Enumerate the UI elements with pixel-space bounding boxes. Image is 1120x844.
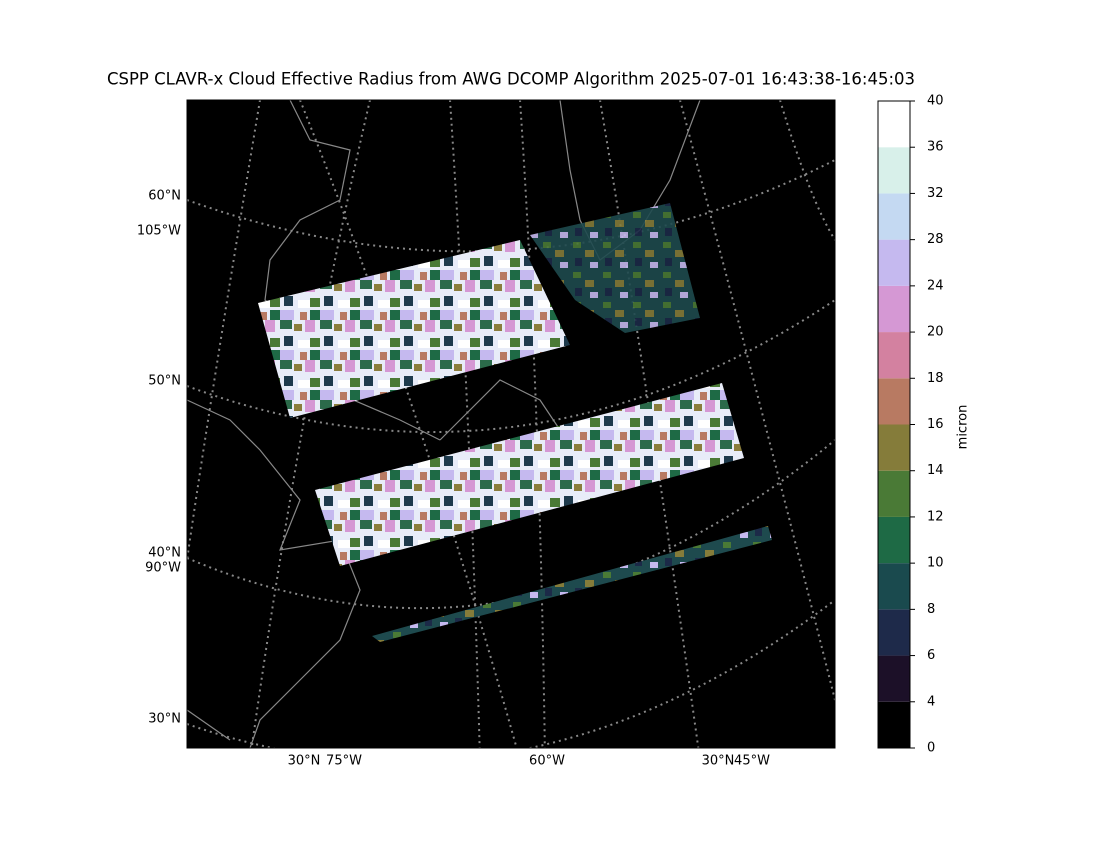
title: CSPP CLAVR-x Cloud Effective Radius from… bbox=[107, 70, 915, 89]
swath bbox=[315, 383, 744, 566]
map-label: 30°N bbox=[148, 712, 181, 727]
map-label: 60°W bbox=[529, 754, 565, 769]
colorbar-tick-label: 16 bbox=[927, 417, 944, 432]
colorbar-band bbox=[878, 193, 910, 240]
colorbar-tick-label: 28 bbox=[927, 232, 944, 247]
colorbar-tick-label: 32 bbox=[927, 186, 944, 201]
colorbar-band bbox=[878, 378, 910, 425]
colorbar-tick-label: 10 bbox=[927, 556, 944, 571]
colorbar-band bbox=[878, 424, 910, 471]
colorbar-tick-label: 4 bbox=[927, 694, 935, 709]
colorbar-band bbox=[878, 516, 910, 564]
swath bbox=[372, 526, 772, 642]
map-labels: 60°N 105°W 50°N 40°N90°W 30°N 30°N 75°W 60°W 30°… bbox=[137, 189, 770, 769]
colorbar-tick-label: 36 bbox=[927, 140, 944, 155]
colorbar-tick-label: 20 bbox=[927, 325, 944, 340]
colorbar-label: micron bbox=[956, 405, 971, 450]
swath bbox=[258, 240, 570, 418]
map-label: 105°W bbox=[137, 224, 181, 239]
map-label: 50°N bbox=[148, 374, 181, 389]
colorbar-band bbox=[878, 563, 910, 610]
colorbar-tick-label: 24 bbox=[927, 278, 944, 293]
colorbar-band bbox=[878, 701, 910, 748]
map-label: 45°W bbox=[734, 754, 770, 769]
colorbar-tick-label: 14 bbox=[927, 463, 944, 478]
map-label: 30°N bbox=[702, 754, 735, 769]
map-frame bbox=[186, 99, 836, 749]
colorbar-band bbox=[878, 101, 910, 148]
map bbox=[187, 100, 835, 748]
map-label: 30°N bbox=[288, 754, 321, 769]
map-label: 90°W bbox=[145, 561, 181, 576]
colorbar-tick-label: 8 bbox=[927, 602, 935, 617]
colorbar-band bbox=[878, 332, 910, 379]
colorbar-band bbox=[878, 470, 910, 517]
colorbar-band bbox=[878, 655, 910, 702]
colorbar: 0 4 6 8 10 12 14 16 18 20 24 28 32 36 40 bbox=[877, 94, 944, 756]
colorbar-tick-label: 6 bbox=[927, 648, 935, 663]
map-label: 75°W bbox=[326, 754, 362, 769]
colorbar-band bbox=[878, 147, 910, 194]
map-label: 60°N bbox=[148, 189, 181, 204]
colorbar-tick-label: 40 bbox=[927, 94, 944, 109]
map-label: 40°N bbox=[148, 546, 181, 561]
colorbar-tick-label: 0 bbox=[927, 741, 935, 756]
swath bbox=[530, 203, 700, 333]
colorbar-band bbox=[878, 239, 910, 286]
colorbar-tick-label: 12 bbox=[927, 509, 944, 524]
swaths bbox=[258, 203, 772, 642]
colorbar-band bbox=[878, 285, 910, 333]
map-background bbox=[187, 100, 835, 748]
colorbar-band bbox=[878, 609, 910, 656]
colorbar-tick-label: 18 bbox=[927, 371, 944, 386]
